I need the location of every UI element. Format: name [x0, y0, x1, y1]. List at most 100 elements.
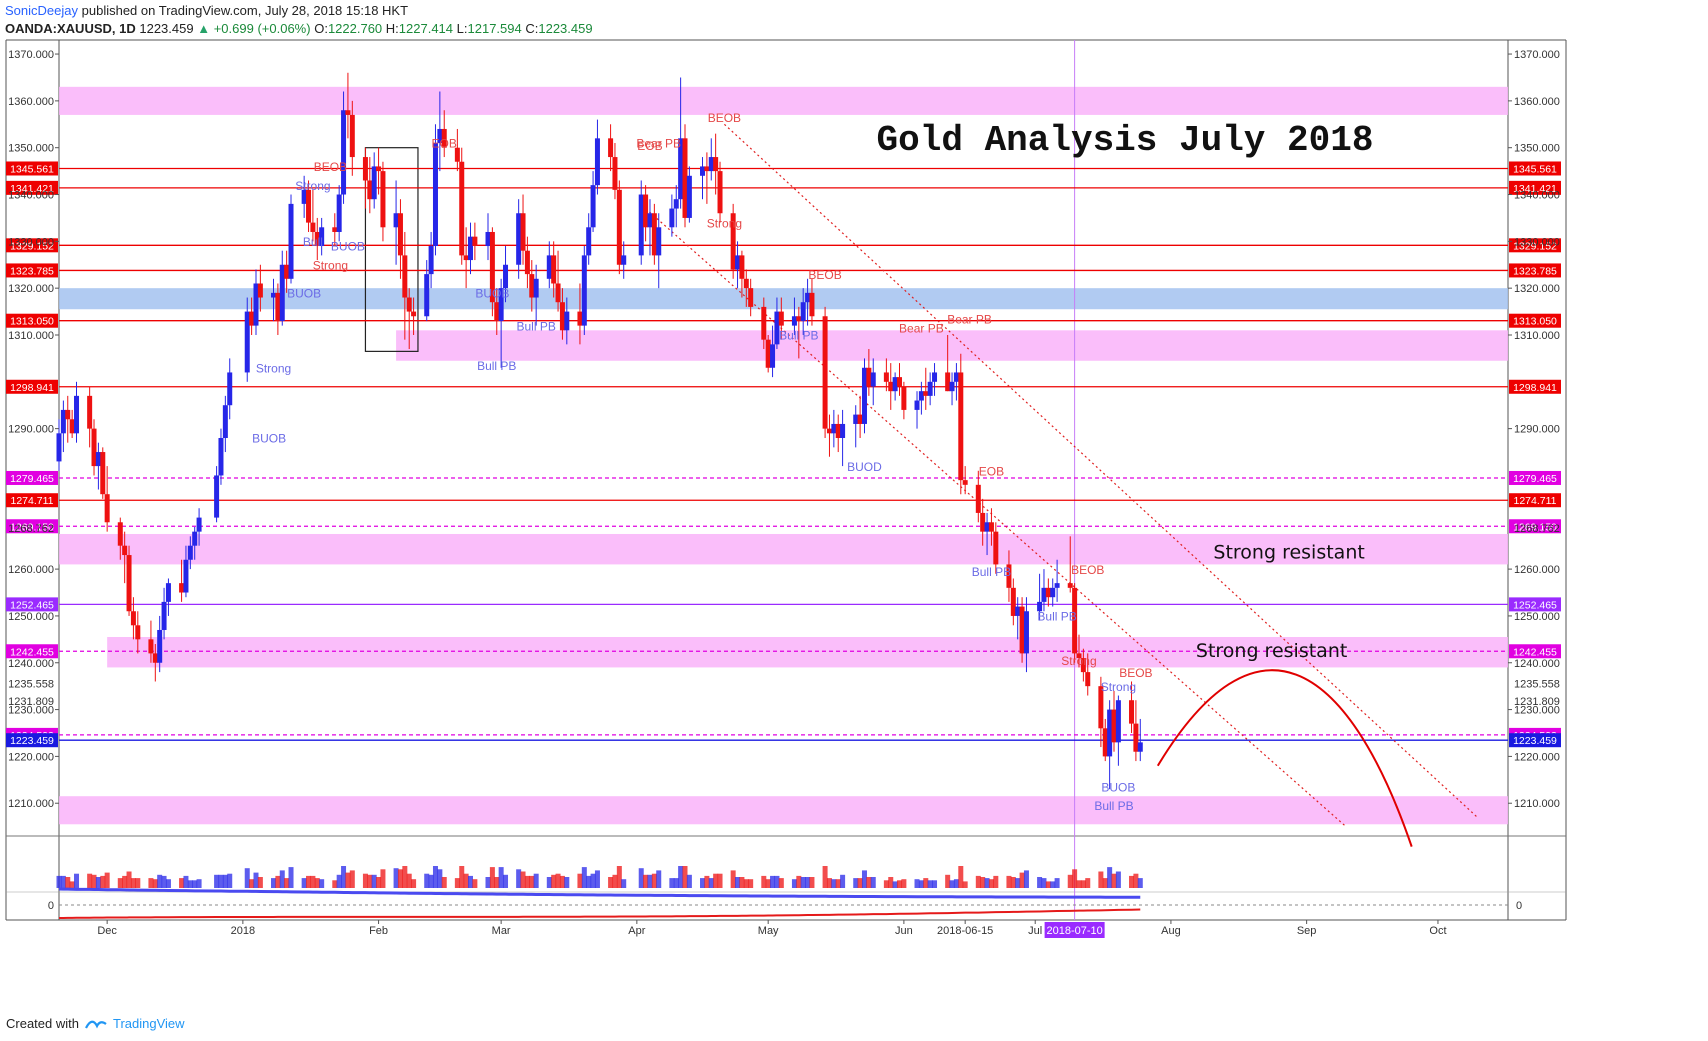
candle	[840, 409, 846, 467]
volume-bar	[866, 877, 872, 888]
candle-body	[1129, 700, 1135, 724]
candle-body	[559, 302, 565, 331]
candle-body	[555, 283, 561, 303]
volume-bar	[1080, 880, 1086, 888]
high-value: 1227.414	[398, 21, 454, 36]
candle	[577, 283, 583, 345]
volume-bar	[69, 881, 75, 888]
candle-body	[214, 475, 220, 518]
volume-bar	[1067, 874, 1073, 888]
extra-label-left-1: 1235.558	[8, 679, 54, 691]
ytick-label-left-6: 1310.000	[8, 330, 54, 342]
volume-bar	[774, 875, 780, 888]
candle	[735, 241, 741, 289]
candle	[774, 297, 780, 350]
zone-4	[107, 637, 1509, 668]
candle-body	[1085, 672, 1091, 687]
volume-bar	[244, 868, 250, 888]
open-label: O:	[314, 21, 328, 36]
extra-label-right-1: 1235.558	[1514, 679, 1560, 691]
ytick-label-right-6: 1310.000	[1514, 330, 1560, 342]
candle-body	[577, 311, 583, 326]
candle	[945, 334, 951, 392]
volume-bar	[271, 878, 277, 888]
candle	[932, 363, 938, 396]
volume-bar	[1102, 878, 1108, 888]
candle-body	[332, 227, 338, 232]
level-tag-right-4	[1509, 313, 1561, 328]
candle	[489, 227, 495, 317]
level-label-right-8: 1269.150	[1513, 521, 1557, 533]
level-label-left-10: 1242.455	[10, 646, 54, 658]
volume-bar	[249, 879, 255, 888]
candle-body	[791, 316, 797, 326]
signal-label-9: BUOB	[475, 287, 509, 301]
candle	[708, 138, 714, 181]
candle-body	[594, 138, 600, 186]
volume-bar	[958, 866, 964, 888]
candle	[555, 250, 561, 312]
candle	[1098, 676, 1104, 748]
level-label-right-3: 1323.785	[1513, 265, 1557, 277]
candle-body	[367, 180, 373, 200]
candle	[656, 213, 662, 289]
candle	[1102, 718, 1108, 762]
candle	[1133, 700, 1139, 762]
candle	[897, 363, 903, 396]
candle-body	[95, 452, 101, 467]
volume-bar	[656, 870, 662, 888]
candle	[638, 180, 644, 265]
candle	[314, 217, 320, 261]
level-tag-right-10	[1509, 644, 1561, 659]
signal-label-10: Bull PB	[516, 319, 555, 333]
candle	[901, 381, 907, 420]
tradingview-logo-icon	[85, 1020, 107, 1029]
volume-bar	[187, 880, 193, 888]
change-value: +0.699 (+0.06%)	[213, 21, 311, 36]
xtick-label-10: Sep	[1297, 925, 1317, 937]
candle	[975, 470, 981, 523]
volume-bar	[638, 868, 644, 888]
signal-label-14: BEOB	[708, 111, 741, 125]
candle-body	[271, 292, 277, 298]
close-value: 1223.459	[538, 21, 593, 36]
candle-body	[130, 611, 136, 626]
volume-bar	[551, 874, 557, 888]
volume-bar	[892, 881, 898, 888]
candle-body	[1067, 583, 1073, 588]
tradingview-brand[interactable]: TradingView	[112, 1016, 185, 1031]
candle-body	[586, 227, 592, 256]
volume-bar	[826, 878, 832, 888]
ytick-label-right-8: 1260.000	[1514, 564, 1560, 576]
candle-body	[700, 166, 706, 176]
extra-label-left-2: 1231.809	[8, 696, 54, 708]
candle-body	[341, 110, 347, 195]
volume-bar	[485, 877, 491, 888]
volume-bar	[962, 881, 968, 888]
candle	[148, 620, 154, 663]
ytick-label-right-5: 1320.000	[1514, 283, 1560, 295]
candle	[249, 297, 255, 335]
volume-bar	[822, 866, 828, 888]
candle-body	[923, 391, 929, 396]
cursor-date-label: 2018-07-10	[1046, 925, 1102, 937]
candle	[1107, 700, 1113, 790]
level-tag-left-7	[6, 493, 58, 508]
candle	[1072, 583, 1078, 663]
candle-body	[647, 213, 653, 228]
signal-label-18: Bear PB	[899, 322, 944, 336]
author-link[interactable]: SonicDeejay	[5, 3, 78, 18]
volume-bar	[284, 878, 290, 888]
candle-body	[1010, 587, 1016, 616]
xtick-label-6: Jun	[895, 925, 913, 937]
candle-body	[485, 231, 491, 247]
candle-body	[454, 147, 460, 162]
candle-body	[608, 138, 614, 158]
signal-label-27: Strong	[1101, 680, 1136, 694]
candle-body	[249, 311, 255, 326]
volume-bar	[1019, 872, 1025, 888]
candle-body	[1045, 587, 1051, 598]
volume-bar	[945, 874, 951, 888]
ytick-label-left-11: 1230.000	[8, 705, 54, 717]
